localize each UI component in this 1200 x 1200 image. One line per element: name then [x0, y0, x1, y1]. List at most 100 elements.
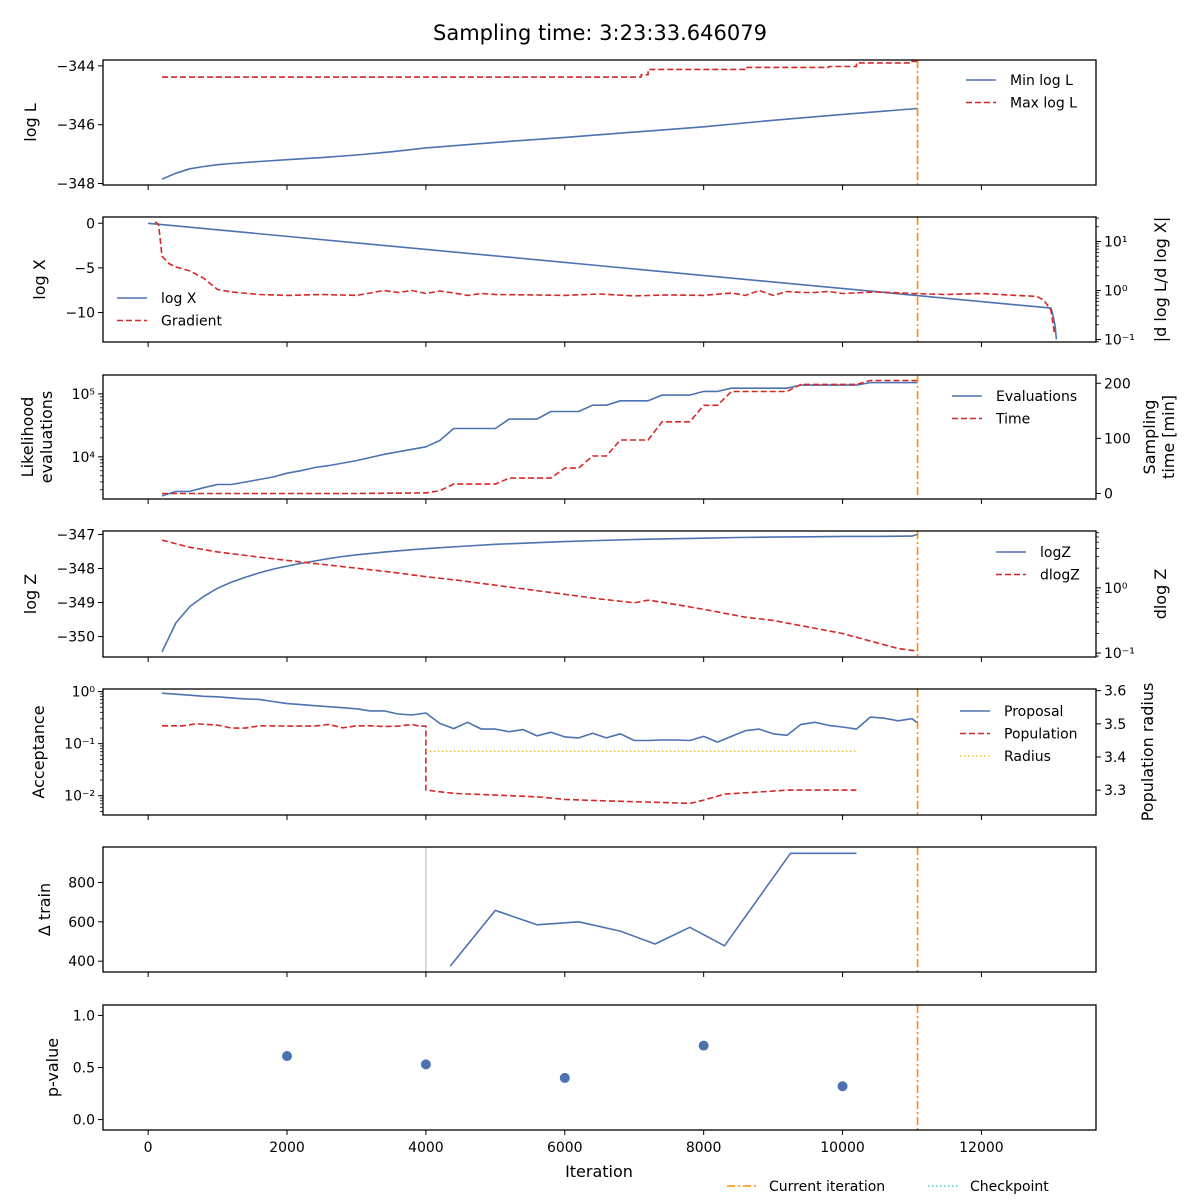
x-tick-label: 6000 [547, 1140, 583, 1156]
y-tick-label: 10⁵ [72, 387, 95, 403]
y-tick-label: 10⁻² [64, 789, 95, 805]
y-tick-label: −5 [74, 261, 95, 277]
panel-logl: −348 −346 −344 log L Min log L Max log L [21, 59, 1097, 193]
legend-label: Min log L [1010, 73, 1073, 89]
y-tick-label: 0 [86, 216, 95, 232]
scatter-point [698, 1040, 709, 1051]
y-right-axis-label-line: time [min] [1159, 395, 1178, 479]
legend-label: Max log L [1010, 96, 1077, 112]
legend-label-checkpoint: Checkpoint [970, 1179, 1049, 1195]
x-tick-label: 8000 [686, 1140, 722, 1156]
legend-label: Population [1004, 727, 1078, 743]
series-line-max-log-l [162, 60, 918, 78]
y-right-tick-label: 0 [1104, 486, 1113, 502]
y-tick-label: −348 [57, 177, 95, 193]
series-line-time [162, 379, 918, 495]
series-line--train [449, 852, 857, 967]
y-right-tick-label: 10¹ [1104, 235, 1127, 251]
y-tick-label: 0.5 [73, 1061, 95, 1077]
legend-label: Proposal [1004, 704, 1063, 720]
y-right-axis-label-line: Sampling [1140, 400, 1159, 475]
y-right-tick-label: 200 [1104, 376, 1131, 392]
legend-label-current-iteration: Current iteration [769, 1179, 885, 1195]
scatter-point [559, 1072, 570, 1083]
legend-label: Evaluations [996, 389, 1077, 405]
panel-frame [102, 374, 1097, 500]
y-tick-label: 1.0 [73, 1008, 95, 1024]
y-axis-label: log X [30, 259, 49, 299]
x-tick-label: 12000 [959, 1140, 1004, 1156]
y-tick-label: 400 [68, 954, 95, 970]
y-tick-label: −10 [65, 306, 95, 322]
y-right-axis-label: dlog Z [1151, 569, 1170, 620]
x-tick-label: 4000 [408, 1140, 444, 1156]
legend-label: log X [161, 291, 197, 307]
series-line-min-log-l [161, 107, 918, 180]
panel-logz: −350 −349 −348 −347 10⁻¹ 10⁰ log Z dlog Z logZ dl… [21, 527, 1170, 662]
series-line-population [162, 722, 857, 805]
scatter-point [420, 1059, 431, 1070]
y-tick-label: −347 [57, 527, 95, 543]
series-line-logz [161, 533, 918, 653]
panel-pvalue: 0 2000 4000 6000 8000 10000 12000 0.0 0.5 1.0 p-va… [43, 1004, 1097, 1156]
x-axis-label: Iteration [565, 1162, 633, 1181]
y-axis-label-line: Likelihood [18, 397, 37, 478]
y-right-tick-label: 10⁻¹ [1104, 646, 1135, 662]
y-right-tick-label: 10⁰ [1104, 581, 1128, 597]
legend-label: dlogZ [1040, 568, 1080, 584]
panel-acceptance: 10⁻² 10⁻¹ 10⁰ 3.3 3.4 3.5 3.6 Acceptance Populat… [29, 683, 1157, 822]
y-tick-label: 10⁰ [72, 685, 96, 701]
y-axis-label: Acceptance [29, 705, 48, 798]
panel-logx: 0 −5 −10 10⁻¹ 10⁰ 10¹ log X |d log L/d log X| lo… [30, 216, 1170, 348]
y-tick-label: 10⁴ [72, 450, 96, 466]
series-line-proposal [161, 692, 918, 743]
y-axis-label: Δ train [35, 883, 54, 936]
chart-title: Sampling time: 3:23:33.646079 [433, 21, 767, 45]
y-axis-label: p-value [43, 1038, 62, 1097]
scatter-point [282, 1051, 293, 1062]
y-tick-label: 10⁻¹ [64, 737, 95, 753]
x-tick-label: 2000 [269, 1140, 305, 1156]
panel-frame [102, 1004, 1097, 1131]
y-axis-label: Likelihoodevaluations [18, 391, 56, 484]
panel-dtrain: 400 600 800 Δ train [35, 846, 1097, 977]
panel-frame [102, 216, 1097, 343]
y-tick-label: −346 [57, 118, 96, 134]
y-right-tick-label: 3.3 [1104, 783, 1126, 799]
series-line-log-x [148, 222, 1058, 340]
panel-frame [102, 59, 1097, 186]
scatter-point [837, 1081, 848, 1092]
y-tick-label: 600 [68, 915, 95, 931]
y-tick-label: −349 [57, 596, 95, 612]
y-axis-label: log L [21, 103, 40, 141]
y-tick-label: −348 [57, 561, 95, 577]
y-tick-label: 800 [68, 875, 95, 891]
y-right-tick-label: 3.4 [1104, 750, 1126, 766]
legend-label: Gradient [161, 314, 222, 330]
series-line-evaluations [161, 381, 918, 497]
legend-label: Time [995, 412, 1030, 428]
panel-evals: 10⁴ 10⁵ 0 100 200 Likelihoodevaluations Sampli… [18, 374, 1178, 504]
y-axis-label: log Z [21, 574, 40, 614]
y-tick-label: −344 [57, 59, 96, 75]
y-axis-label-line: evaluations [37, 391, 56, 484]
x-tick-label: 0 [144, 1140, 153, 1156]
series-line-gradient [154, 221, 1056, 333]
panel-frame [102, 530, 1097, 658]
panel-frame [102, 846, 1097, 973]
y-right-tick-label: 3.6 [1104, 684, 1126, 700]
legend-label: Radius [1004, 749, 1051, 765]
y-right-tick-label: 3.5 [1104, 717, 1126, 733]
x-tick-label: 10000 [820, 1140, 865, 1156]
series-line-dlogz [161, 539, 918, 652]
panel-frame [102, 688, 1097, 816]
y-tick-label: −350 [57, 630, 95, 646]
y-right-axis-label: Population radius [1138, 683, 1157, 822]
y-right-axis-label: Samplingtime [min] [1140, 395, 1178, 479]
y-tick-label: 0.0 [73, 1113, 95, 1129]
y-right-tick-label: 100 [1104, 431, 1131, 447]
legend-label: logZ [1040, 545, 1071, 561]
y-right-axis-label: |d log L/d log X| [1151, 217, 1170, 342]
y-right-tick-label: 10⁻¹ [1104, 333, 1135, 349]
